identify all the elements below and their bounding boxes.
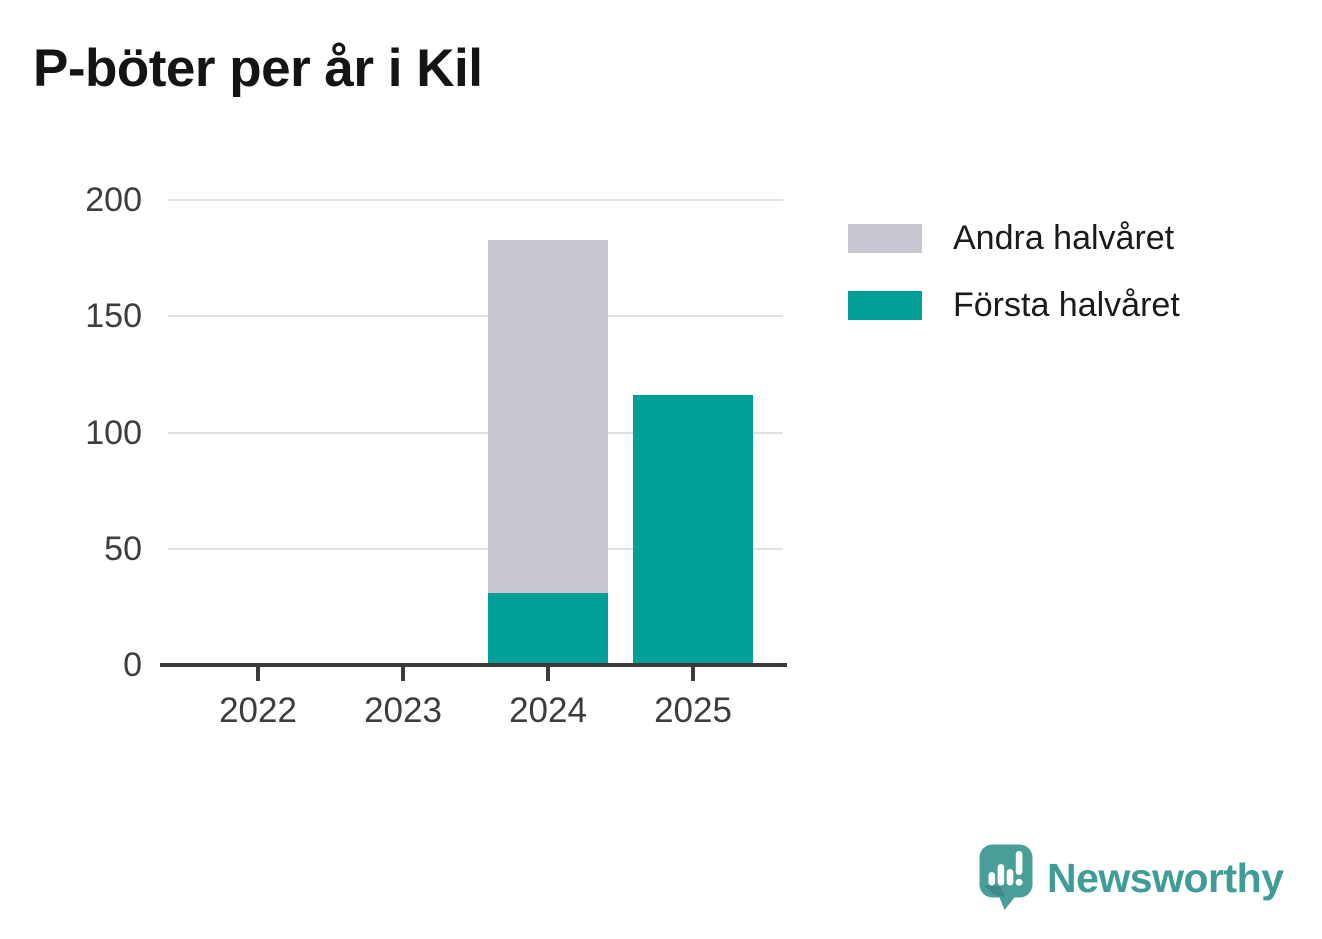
newsworthy-wordmark: Newsworthy [1047, 854, 1284, 901]
x-axis-tick-2023 [401, 667, 405, 681]
legend-swatch [848, 291, 922, 320]
y-axis-tick-label: 50 [104, 530, 142, 568]
y-axis-tick-label: 0 [123, 646, 142, 684]
legend-label: Första halvåret [953, 286, 1180, 324]
x-axis-line [160, 663, 787, 667]
x-axis-tick-label: 2024 [509, 691, 587, 730]
gridline-y150 [168, 315, 783, 317]
x-axis-tick-2024 [546, 667, 550, 681]
legend-swatch [848, 224, 922, 253]
gridline-y200 [168, 199, 783, 201]
y-axis-tick-label: 200 [85, 181, 142, 219]
newsworthy-bubble-chart-icon [979, 844, 1033, 910]
chart-title: P-böter per år i Kil [33, 39, 483, 98]
bar-2024-andra-halv-ret [488, 240, 608, 593]
legend-item: Första halvåret [848, 286, 1180, 325]
x-axis-tick-2022 [256, 667, 260, 681]
x-axis-tick-label: 2025 [654, 691, 732, 730]
bar-2025-f-rsta-halv-ret [633, 395, 753, 665]
gridline-y100 [168, 432, 783, 434]
newsworthy-logo: Newsworthy [978, 843, 1284, 913]
y-axis-tick-label: 100 [85, 414, 142, 452]
legend: Andra halvåret Första halvåret [848, 219, 1180, 353]
x-axis-tick-label: 2023 [364, 691, 442, 730]
y-axis-tick-label: 150 [85, 297, 142, 335]
bar-2024-f-rsta-halv-ret [488, 593, 608, 665]
x-axis-tick-label: 2022 [219, 691, 297, 730]
gridline-y50 [168, 548, 783, 550]
legend-item: Andra halvåret [848, 219, 1180, 258]
legend-label: Andra halvåret [953, 219, 1175, 257]
x-axis-tick-2025 [691, 667, 695, 681]
